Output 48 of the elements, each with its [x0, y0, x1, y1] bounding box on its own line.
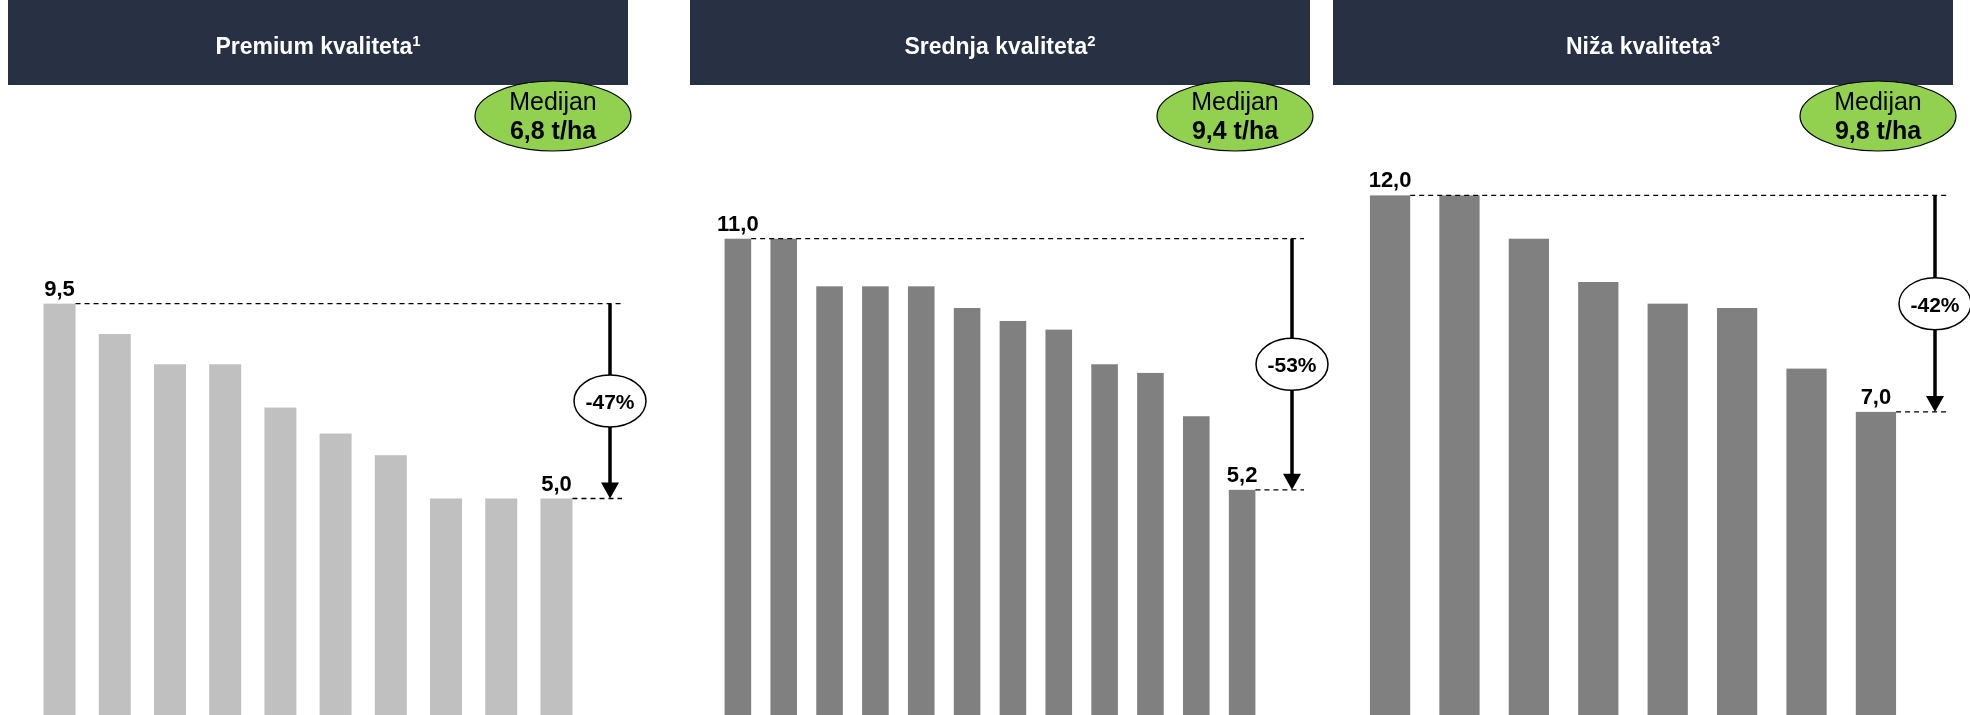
bar — [1716, 307, 1758, 715]
bar — [724, 238, 752, 715]
data-label: 7,0 — [1860, 383, 1892, 409]
bar — [430, 498, 463, 715]
bar — [485, 498, 518, 715]
text: 6,8 t/ha — [509, 116, 598, 144]
annotation: -53% — [1267, 353, 1317, 377]
bar — [1578, 282, 1619, 715]
bar — [1369, 195, 1411, 715]
bar — [1439, 195, 1480, 715]
bar — [1182, 416, 1210, 715]
bar — [319, 433, 352, 715]
bar — [264, 407, 297, 715]
bar — [907, 286, 935, 715]
text: 9,4 t/ha — [1191, 116, 1280, 144]
bar — [999, 320, 1027, 715]
bar — [209, 364, 242, 715]
text: Medijan — [1191, 87, 1279, 115]
data-label: 9,5 — [44, 275, 75, 301]
bar — [862, 286, 889, 715]
bar — [770, 238, 798, 715]
bar — [1786, 368, 1827, 715]
bar — [153, 364, 186, 715]
annotation: -47% — [585, 390, 635, 414]
data-label: 12,0 — [1368, 167, 1412, 193]
bar — [1091, 364, 1118, 715]
bar — [1855, 411, 1897, 715]
bar — [1137, 372, 1164, 715]
data-label: 11,0 — [717, 210, 759, 236]
bar — [374, 455, 407, 715]
data-label: 5,0 — [541, 470, 572, 496]
text: 9,8 t/ha — [1834, 116, 1923, 144]
bar — [1228, 489, 1256, 715]
text: Medijan — [1834, 87, 1922, 115]
bar — [1508, 238, 1550, 715]
bar — [43, 303, 76, 715]
chart-title: Premium kvaliteta$^{1}$ — [215, 31, 421, 59]
bar — [1647, 303, 1688, 715]
chart-title: Niža kvaliteta$^{3}$ — [1565, 31, 1721, 59]
text: Medijan — [509, 87, 597, 115]
annotation: -42% — [1910, 292, 1960, 316]
bar — [1045, 329, 1073, 715]
chart-title: Srednja kvaliteta$^{2}$ — [904, 31, 1096, 59]
bar — [540, 498, 573, 715]
bar — [953, 307, 981, 715]
bar — [98, 333, 131, 715]
data-label: 5,2 — [1226, 461, 1258, 487]
bar — [816, 286, 843, 715]
